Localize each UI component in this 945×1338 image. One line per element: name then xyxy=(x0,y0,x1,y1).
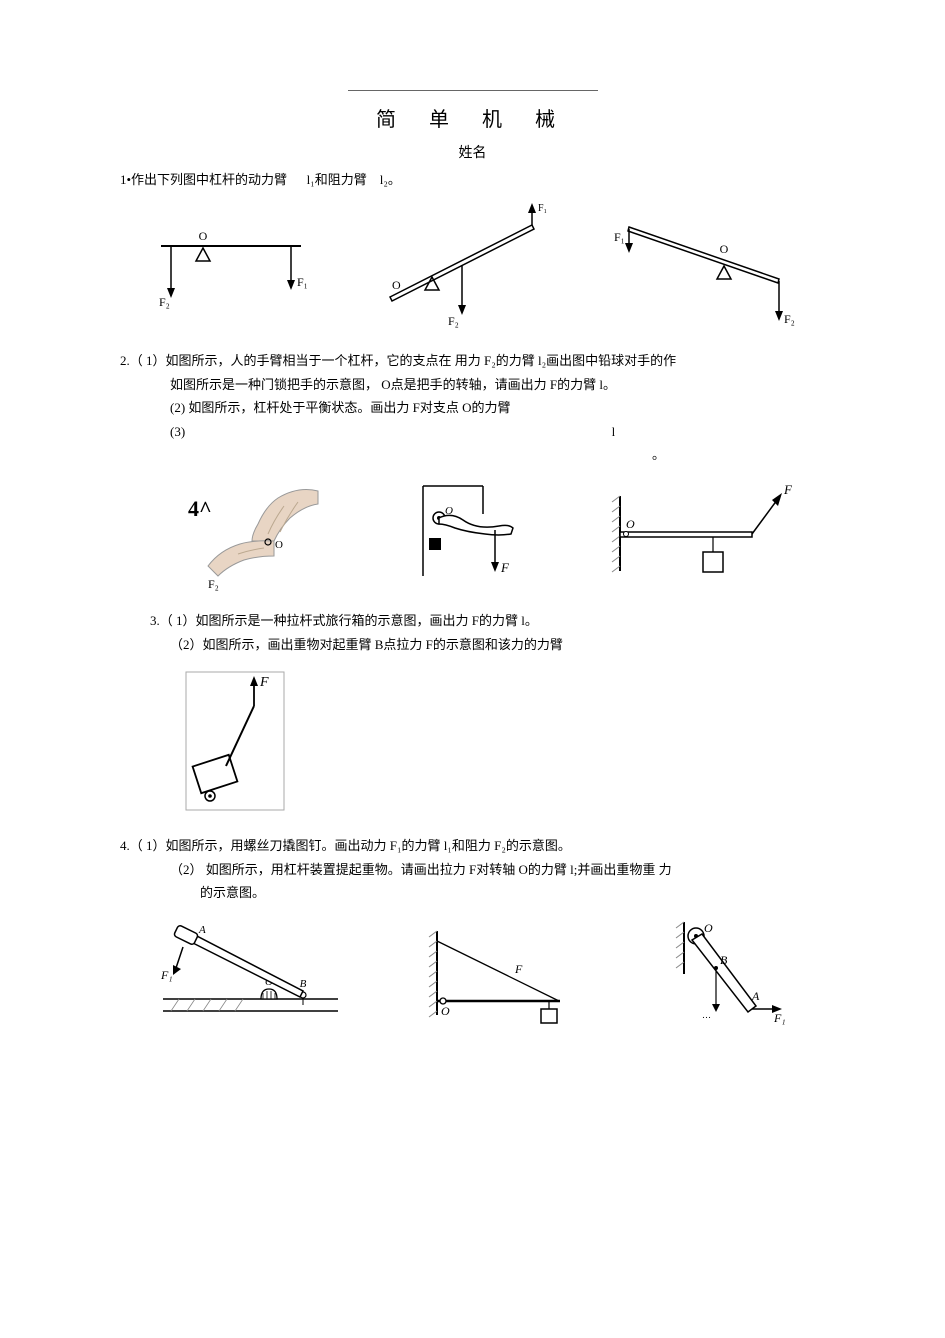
q4-line1: 4.（ 1）如图所示，用螺丝刀撬图钉。画出动力 F₁的力臂 l₁和阻力 F₂的示… xyxy=(120,834,825,857)
lever-b-svg: O F₁ F₂ xyxy=(362,201,562,331)
q1-figure-a: O F₂ F₁ xyxy=(141,216,321,316)
q1-text-mid: l₁和阻力臂 xyxy=(307,172,367,187)
svg-text:F₁: F₁ xyxy=(614,230,625,244)
q2-line4-tail: l xyxy=(612,424,616,439)
q2-figure-lock: O F xyxy=(403,476,543,591)
q4-line3: 的示意图。 xyxy=(200,881,825,904)
svg-text:O: O xyxy=(720,242,729,256)
question-3: 3.（ 1）如图所示是一种拉杆式旅行箱的示意图，画出力 F的力臂 l。 （2）如… xyxy=(120,609,825,656)
svg-text:F₂: F₂ xyxy=(159,295,170,309)
question-1: 1•作出下列图中杠杆的动力臂 l₁和阻力臂 l₂。 xyxy=(120,168,825,191)
q1-figures: O F₂ F₁ O F₁ F₂ xyxy=(120,201,825,331)
svg-text:A: A xyxy=(751,989,760,1003)
q4-line2: （2） 如图所示，用杠杆装置提起重物。请画出拉力 F对转轴 O的力臂 l;并画出… xyxy=(170,858,825,881)
q2-figure-bracket: O F xyxy=(598,476,798,591)
lock-svg: O F xyxy=(403,476,543,591)
svg-text:…: … xyxy=(702,1010,711,1020)
name-label: 姓名 xyxy=(120,142,825,162)
question-2: 2.（ 1）如图所示，人的手臂相当于一个杠杆，它的支点在 用力 F₂的力臂 l₂… xyxy=(120,349,825,466)
svg-text:O: O xyxy=(198,229,207,243)
luggage-svg: F xyxy=(180,666,290,816)
svg-text:4^: 4^ xyxy=(188,496,212,521)
wall-lever-svg: O F xyxy=(415,919,595,1029)
q1-text-prefix: 1•作出下列图中杠杆的动力臂 xyxy=(120,172,287,187)
svg-text:B: B xyxy=(300,978,307,990)
q2-figure-arm: 4^ O F₂ xyxy=(148,476,348,591)
q3-figure-luggage: F xyxy=(180,666,290,816)
q4-figures: O B A F₁ xyxy=(120,914,825,1034)
bracket-svg: O F xyxy=(598,476,798,591)
q2-line2: 如图所示是一种门锁把手的示意图， O点是把手的转轴，请画出力 F的力臂 l。 xyxy=(170,373,825,396)
q3-line1: 3.（ 1）如图所示是一种拉杆式旅行箱的示意图，画出力 F的力臂 l。 xyxy=(150,609,825,632)
svg-text:O: O xyxy=(441,1004,450,1018)
svg-text:A: A xyxy=(198,924,206,936)
q1-figure-b: O F₁ F₂ xyxy=(362,201,562,331)
svg-text:O: O xyxy=(626,517,635,531)
q4-figure-wall-lever: O F xyxy=(415,919,595,1029)
svg-text:B: B xyxy=(720,953,728,967)
q2-line4-punct: 。 xyxy=(652,447,665,462)
svg-text:F₂: F₂ xyxy=(208,577,219,591)
pulley-svg: O B … A F₁ xyxy=(662,914,792,1034)
svg-text:O: O xyxy=(704,921,713,935)
q4-figure-screwdriver: O B A F₁ xyxy=(153,919,348,1029)
lever-a-svg: O F₂ F₁ xyxy=(141,216,321,316)
svg-text:F₁: F₁ xyxy=(297,275,308,289)
q2-figures: 4^ O F₂ O xyxy=(120,476,825,591)
svg-text:F: F xyxy=(783,482,793,497)
question-4: 4.（ 1）如图所示，用螺丝刀撬图钉。画出动力 F₁的力臂 l₁和阻力 F₂的示… xyxy=(120,834,825,904)
q1-figure-c: O F₁ F₂ xyxy=(604,201,804,331)
q2-line4-prefix: (3) xyxy=(170,424,185,439)
svg-text:O: O xyxy=(392,278,401,292)
q2-line3-prefix: (2) xyxy=(170,400,185,415)
q2-line1: 2.（ 1）如图所示，人的手臂相当于一个杠杆，它的支点在 用力 F₂的力臂 l₂… xyxy=(120,349,825,372)
q3-line2: （2）如图所示，画出重物对起重臂 B点拉力 F的示意图和该力的力臂 xyxy=(170,633,825,656)
svg-text:O: O xyxy=(275,539,283,551)
lever-c-svg: O F₁ F₂ xyxy=(604,201,804,331)
page-title: 简 单 机 械 xyxy=(120,103,825,132)
arm-svg: 4^ O F₂ xyxy=(148,476,348,591)
svg-text:F₁: F₁ xyxy=(538,203,547,214)
q3-figures: F xyxy=(180,666,825,816)
q2-line3: 如图所示，杠杆处于平衡状态。画出力 F对支点 O的力臂 xyxy=(188,400,510,415)
title-underline xyxy=(348,90,598,91)
svg-text:F: F xyxy=(259,675,269,690)
svg-text:F₁: F₁ xyxy=(160,968,173,982)
screwdriver-svg: O B A F₁ xyxy=(153,919,348,1029)
svg-text:F: F xyxy=(514,962,523,976)
svg-text:F₂: F₂ xyxy=(448,314,459,328)
svg-text:F: F xyxy=(500,560,510,575)
svg-text:F₁: F₁ xyxy=(773,1011,786,1025)
svg-text:F₂: F₂ xyxy=(784,312,795,326)
q1-text-end: l₂。 xyxy=(380,172,401,187)
q4-figure-pulley: O B … A F₁ xyxy=(662,914,792,1034)
